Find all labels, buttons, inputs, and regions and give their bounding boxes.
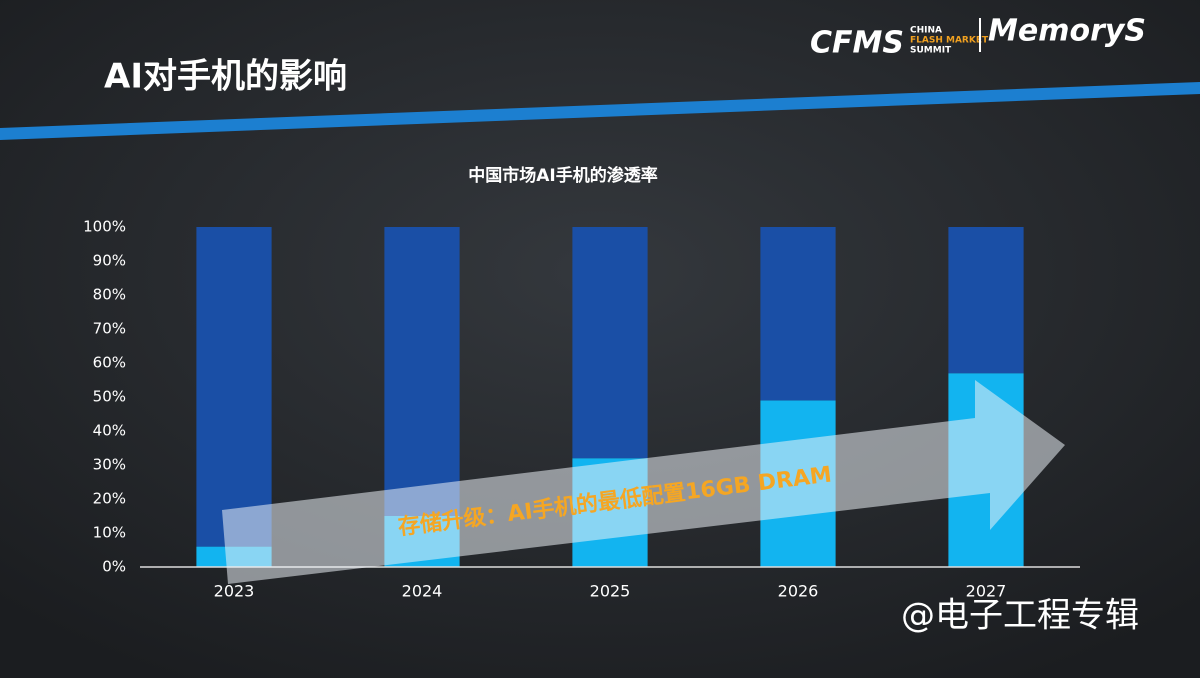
y-tick-label: 0% [102, 558, 126, 576]
logo-sub: CHINA [910, 26, 942, 36]
logo-sub: SUMMIT [910, 46, 952, 56]
chart-title: 中国市场AI手机的渗透率 [468, 165, 657, 186]
bar [948, 227, 1024, 374]
bar [760, 227, 836, 401]
y-tick-label: 60% [93, 354, 126, 372]
x-tick-label: 2024 [402, 582, 443, 601]
watermark: @电子工程专辑 [901, 596, 1139, 636]
x-tick-label: 2027 [966, 582, 1007, 601]
logo: CFMS [810, 26, 904, 61]
y-tick-label: 80% [93, 286, 126, 304]
y-tick-label: 20% [93, 490, 126, 508]
bar [572, 227, 648, 459]
header-stripe [0, 82, 1200, 140]
x-tick-label: 2023 [214, 582, 255, 601]
x-tick-label: 2025 [590, 582, 631, 601]
slide-title: AI对手机的影响 [104, 57, 347, 97]
bar [384, 227, 460, 516]
logo: MemoryS [988, 14, 1146, 49]
logo-sub: FLASH MARKET [910, 36, 989, 46]
y-tick-label: 90% [93, 252, 126, 270]
arrow [222, 380, 1065, 584]
y-tick-label: 10% [93, 524, 126, 542]
y-tick-label: 70% [93, 320, 126, 338]
bar [196, 227, 272, 547]
y-tick-label: 40% [93, 422, 126, 440]
y-tick-label: 50% [93, 388, 126, 406]
x-tick-label: 2026 [778, 582, 819, 601]
y-tick-label: 30% [93, 456, 126, 474]
y-tick-label: 100% [83, 218, 126, 236]
